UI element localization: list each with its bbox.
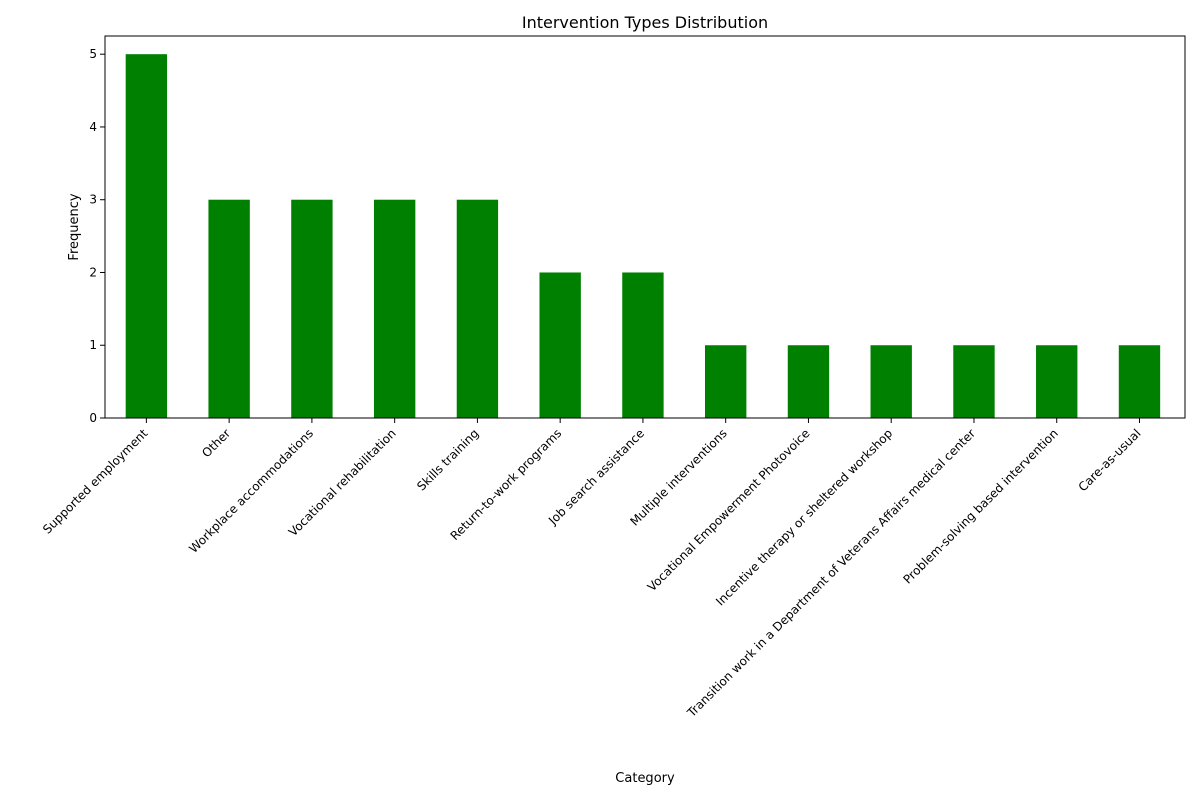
x-tick-label: Care-as-usual xyxy=(1076,426,1144,494)
bar xyxy=(125,54,168,418)
bar xyxy=(539,272,581,418)
x-tick-label: Problem-solving based intervention xyxy=(900,426,1060,586)
bar xyxy=(622,272,664,418)
x-tick-label: Job search assistance xyxy=(545,426,647,528)
x-axis-label: Category xyxy=(615,771,675,786)
x-tick-label: Supported employment xyxy=(40,426,151,537)
bar xyxy=(208,199,250,418)
y-tick-label: 4 xyxy=(89,120,97,134)
bar xyxy=(1118,345,1161,418)
bar xyxy=(373,199,416,418)
chart-title: Intervention Types Distribution xyxy=(522,13,768,32)
bar xyxy=(1036,345,1078,418)
x-tick-label: Vocational Empowerment Photovoice xyxy=(645,426,813,594)
bar xyxy=(705,345,747,418)
x-tick-label: Incentive therapy or sheltered workshop xyxy=(713,426,895,608)
y-tick-label: 5 xyxy=(89,47,97,61)
y-tick-label: 3 xyxy=(89,193,97,207)
y-tick-label: 1 xyxy=(89,338,97,352)
x-tick-label: Other xyxy=(199,426,233,460)
y-tick-label: 2 xyxy=(89,265,97,279)
bar xyxy=(953,345,995,418)
plot-frame xyxy=(104,35,1186,419)
bar xyxy=(291,199,333,418)
y-axis-label: Frequency xyxy=(67,193,82,260)
x-tick-label: Skills training xyxy=(414,426,481,493)
bar xyxy=(456,199,499,418)
x-tick-label: Transition work in a Department of Veter… xyxy=(684,426,978,720)
bar xyxy=(787,345,830,418)
bar xyxy=(870,345,912,418)
y-tick-label: 0 xyxy=(89,411,97,425)
